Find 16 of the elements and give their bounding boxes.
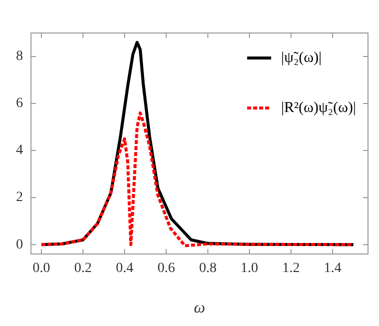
legend-label: |ψ̃₂(ω)| — [281, 50, 322, 66]
y-tick-label: 2 — [16, 190, 23, 206]
x-tick-label: 0.0 — [32, 261, 50, 276]
x-tick-label: 0.4 — [116, 261, 134, 276]
y-tick-label: 0 — [16, 237, 23, 252]
x-tick-label: 1.4 — [324, 261, 342, 276]
x-tick-label: 1.0 — [240, 261, 258, 276]
legend-label: |R²(ω)ψ̃₂(ω)| — [281, 100, 356, 116]
x-tick-label: 0.2 — [74, 261, 92, 276]
x-tick-label: 0.6 — [157, 261, 175, 276]
x-tick-label: 0.8 — [199, 261, 217, 276]
x-tick-label: 1.2 — [282, 261, 300, 276]
y-tick-label: 4 — [16, 143, 23, 158]
x-axis-title: ω — [194, 300, 206, 317]
y-tick-label: 6 — [16, 96, 23, 112]
y-tick-label: 8 — [16, 49, 23, 64]
